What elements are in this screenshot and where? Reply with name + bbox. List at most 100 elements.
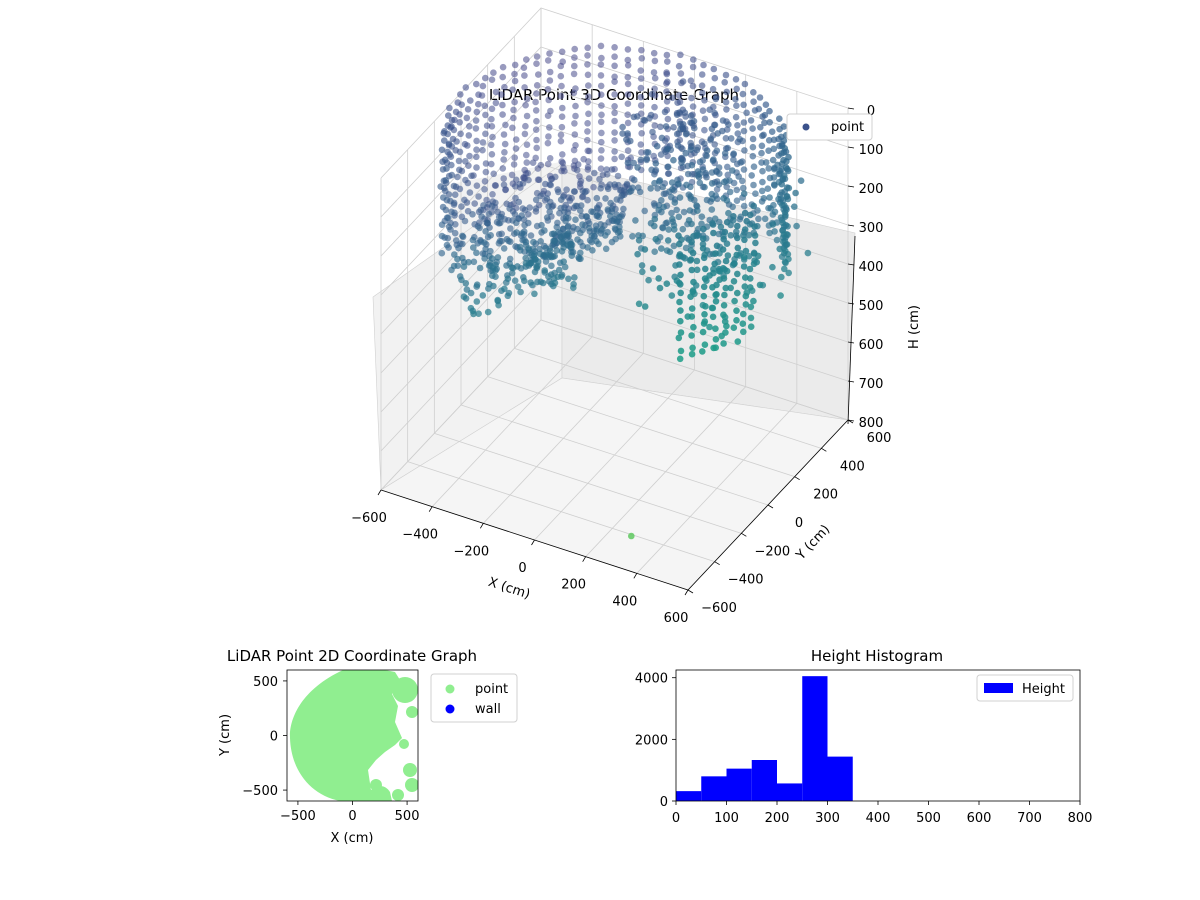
- scatter-3d-point: [655, 206, 662, 214]
- scatter-3d-point: [677, 51, 684, 59]
- scatter-3d-point: [700, 254, 708, 262]
- scatter-3d-point: [557, 196, 565, 203]
- scatter-3d-point: [701, 311, 708, 318]
- scatter-3d-point: [679, 121, 687, 128]
- scatter-3d-point: [751, 223, 758, 230]
- scatter-3d-point: [632, 217, 639, 224]
- scatter-3d-point: [782, 164, 790, 171]
- scatter-3d-point: [637, 102, 645, 109]
- y-tick-label: 0: [270, 730, 278, 745]
- scatter-3d-point: [479, 292, 487, 299]
- scatter-3d-point: [733, 186, 741, 194]
- x-tick-label: −600: [351, 511, 387, 526]
- scatter-3d-point: [717, 223, 725, 231]
- scatter-3d-point: [749, 152, 757, 160]
- scatter-3d-points: [437, 42, 812, 540]
- scatter-3d-point: [594, 212, 601, 219]
- scatter-3d-point: [473, 298, 481, 305]
- scatter-3d-point: [550, 230, 558, 237]
- scatter-3d-point: [559, 104, 566, 112]
- scatter-3d-point: [700, 320, 708, 327]
- scatter-3d-point: [712, 325, 719, 333]
- scatter-3d-point: [684, 170, 692, 178]
- scatter-3d-point: [727, 232, 735, 239]
- scatter-3d-point: [532, 107, 540, 114]
- scatter-3d-point: [671, 199, 679, 206]
- scatter-3d-point: [693, 257, 701, 265]
- scatter-3d-point: [778, 180, 785, 188]
- scatter-3d-point: [746, 265, 754, 273]
- scatter-3d-point: [521, 221, 528, 229]
- scatter-3d-point: [701, 97, 708, 104]
- scatter-3d-point: [455, 157, 463, 165]
- scatter-3d-point: [568, 252, 576, 259]
- scatter-3d-point: [652, 235, 660, 243]
- scatter-3d-point: [572, 202, 579, 210]
- z-tick-mark: [847, 224, 855, 227]
- scatter-3d-point: [740, 166, 748, 173]
- scatter-2d-points: [289, 670, 418, 801]
- scatter-3d-point: [651, 85, 658, 93]
- scatter-3d-point: [533, 136, 540, 144]
- scatter-3d-point: [511, 70, 518, 78]
- scatter-3d-point: [479, 82, 487, 90]
- ticks-3d: −600−400−2000200400600−600−400−200020040…: [351, 104, 891, 626]
- scatter-3d-point: [461, 140, 469, 148]
- scatter-3d-point: [438, 232, 446, 240]
- scatter-3d-point: [747, 275, 754, 282]
- scatter-3d-point: [723, 106, 730, 113]
- scatter-3d-point: [719, 117, 727, 124]
- scatter-3d-point: [670, 156, 677, 164]
- scatter-3d-point: [488, 202, 496, 210]
- scatter-3d-point: [654, 185, 661, 192]
- scatter-3d-point: [677, 329, 685, 336]
- scatter-3d-point: [508, 264, 515, 271]
- scatter-3d-point: [693, 266, 701, 274]
- scatter-3d-point: [571, 62, 578, 70]
- scatter-3d-point: [662, 123, 670, 130]
- scatter-3d-point: [611, 91, 618, 98]
- scatter-3d-point: [733, 197, 741, 204]
- scatter-3d-point: [490, 282, 497, 290]
- scatter-3d-point: [532, 255, 539, 263]
- scatter-3d-point: [543, 214, 551, 221]
- histogram-bar: [676, 791, 702, 801]
- scatter-3d-point: [574, 161, 582, 168]
- scatter-3d-point: [507, 225, 514, 232]
- scatter-3d-point: [735, 173, 742, 180]
- scatter-3d-point: [492, 88, 500, 96]
- z-tick-mark: [847, 302, 855, 305]
- scatter-3d-point: [741, 283, 749, 290]
- scatter-3d-point: [607, 199, 614, 207]
- scatter-3d-point: [720, 195, 727, 202]
- scatter-3d-point: [780, 231, 788, 238]
- x-tick-label: 600: [967, 811, 992, 826]
- scatter-3d-point: [750, 297, 757, 305]
- scatter-3d-point: [488, 123, 496, 130]
- scatter-3d-point: [652, 160, 660, 167]
- scatter-3d-point: [473, 137, 480, 145]
- scatter-3d-point: [664, 145, 671, 153]
- scatter-3d-point: [543, 195, 551, 202]
- scatter-3d-point: [686, 207, 694, 214]
- z-tick-label: 500: [859, 299, 884, 314]
- scatter-3d-point: [741, 147, 748, 154]
- scatter-3d-point: [755, 215, 762, 223]
- scatter-3d-point: [546, 208, 553, 216]
- scatter-3d-point: [546, 155, 554, 162]
- scatter-3d-point: [652, 166, 660, 174]
- scatter-3d-point: [702, 303, 709, 310]
- scatter-3d-point: [703, 152, 710, 160]
- scatter-3d-point: [639, 268, 646, 276]
- scatter-3d-point: [742, 292, 750, 300]
- z-tick-mark: [847, 263, 855, 266]
- scatter-3d-point: [701, 140, 708, 147]
- scatter-3d-point: [756, 281, 764, 289]
- scatter-3d-point: [553, 247, 560, 254]
- scatter-3d-point: [521, 130, 529, 138]
- scatter-3d-point: [580, 155, 587, 163]
- scatter-3d-point: [553, 223, 561, 231]
- scatter-3d-point: [749, 143, 757, 151]
- x-tick-label: −400: [402, 528, 438, 543]
- scatter-3d-point: [742, 301, 750, 308]
